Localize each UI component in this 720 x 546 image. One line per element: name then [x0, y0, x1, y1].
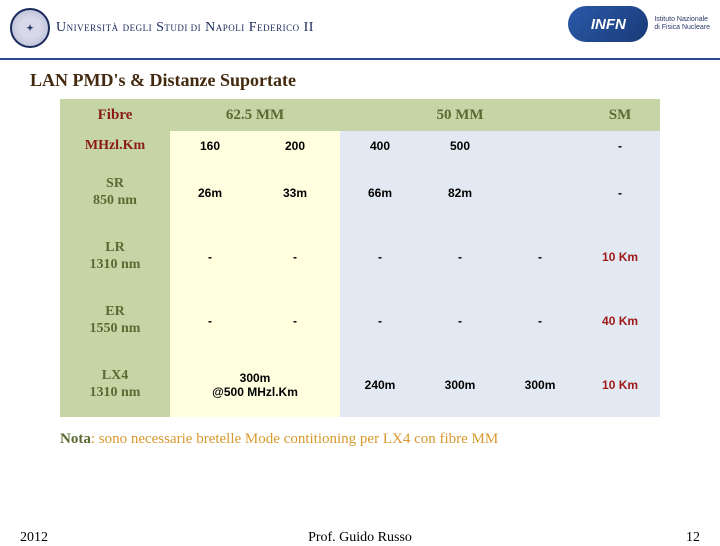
note-text: : sono necessarie bretelle Mode contitio… [91, 431, 498, 447]
cell: - [500, 289, 580, 353]
cell: - [170, 225, 250, 289]
cell: - [420, 225, 500, 289]
col-sm: SM [580, 99, 660, 131]
distance-table-wrap: Fibre 62.5 MM 50 MM SM MHzl.Km 160 200 4… [60, 99, 660, 417]
table-row: LR1310 nm-----10 Km [60, 225, 660, 289]
col-62-5mm: 62.5 MM [170, 99, 340, 131]
university-seal-icon: ✦ [10, 8, 50, 48]
cell: 40 Km [580, 289, 660, 353]
mhz-c3: 400 [340, 131, 420, 161]
mhz-c2: 200 [250, 131, 340, 161]
mhzkm-label: MHzl.Km [60, 131, 170, 161]
banner-left: ✦ UNIVERSITÀ DEGLI STUDI DI NAPOLI FEDER… [10, 8, 314, 48]
university-name: UNIVERSITÀ DEGLI STUDI DI NAPOLI FEDERIC… [56, 20, 314, 36]
cell: 10 Km [580, 353, 660, 417]
col-50mm: 50 MM [340, 99, 580, 131]
infn-logo-icon: INFN [568, 6, 648, 42]
mhz-c5 [500, 131, 580, 161]
cell: - [500, 225, 580, 289]
distance-table: Fibre 62.5 MM 50 MM SM MHzl.Km 160 200 4… [60, 99, 660, 417]
row-label: ER1550 nm [60, 289, 170, 353]
infn-sub-line2: di Fisica Nucleare [654, 24, 710, 32]
col-fibre: Fibre [60, 99, 170, 131]
infn-sub-line1: Istituto Nazionale [654, 16, 710, 24]
row-label: LX41310 nm [60, 353, 170, 417]
row-label: LR1310 nm [60, 225, 170, 289]
cell: 82m [420, 161, 500, 225]
mhz-c4: 500 [420, 131, 500, 161]
cell-merged: 300m@500 MHzl.Km [170, 353, 340, 417]
cell [500, 161, 580, 225]
cell: - [170, 289, 250, 353]
table-row: ER1550 nm-----40 Km [60, 289, 660, 353]
footer-page: 12 [686, 530, 700, 546]
table-mhz-row: MHzl.Km 160 200 400 500 - [60, 131, 660, 161]
table-row: LX41310 nm300m@500 MHzl.Km240m300m300m10… [60, 353, 660, 417]
slide-title: LAN PMD's & Distanze Suportate [30, 70, 720, 91]
note-label: Nota [60, 431, 91, 447]
row-label: SR850 nm [60, 161, 170, 225]
mhz-c1: 160 [170, 131, 250, 161]
mhz-c6: - [580, 131, 660, 161]
header-banner: ✦ UNIVERSITÀ DEGLI STUDI DI NAPOLI FEDER… [0, 0, 720, 60]
cell: 300m [420, 353, 500, 417]
cell: - [340, 289, 420, 353]
cell: - [250, 289, 340, 353]
cell: 33m [250, 161, 340, 225]
footer-author: Prof. Guido Russo [308, 530, 412, 546]
note: Nota: sono necessarie bretelle Mode cont… [60, 431, 680, 448]
cell: - [340, 225, 420, 289]
cell: 26m [170, 161, 250, 225]
footer-year: 2012 [20, 530, 48, 546]
cell: 66m [340, 161, 420, 225]
cell: 240m [340, 353, 420, 417]
cell: - [580, 161, 660, 225]
banner-right: INFN Istituto Nazionale di Fisica Nuclea… [568, 6, 710, 42]
cell: 300m [500, 353, 580, 417]
cell: - [250, 225, 340, 289]
table-row: SR850 nm26m33m66m82m - [60, 161, 660, 225]
cell: 10 Km [580, 225, 660, 289]
table-header-row: Fibre 62.5 MM 50 MM SM [60, 99, 660, 131]
infn-subtitle: Istituto Nazionale di Fisica Nucleare [654, 16, 710, 31]
cell: - [420, 289, 500, 353]
